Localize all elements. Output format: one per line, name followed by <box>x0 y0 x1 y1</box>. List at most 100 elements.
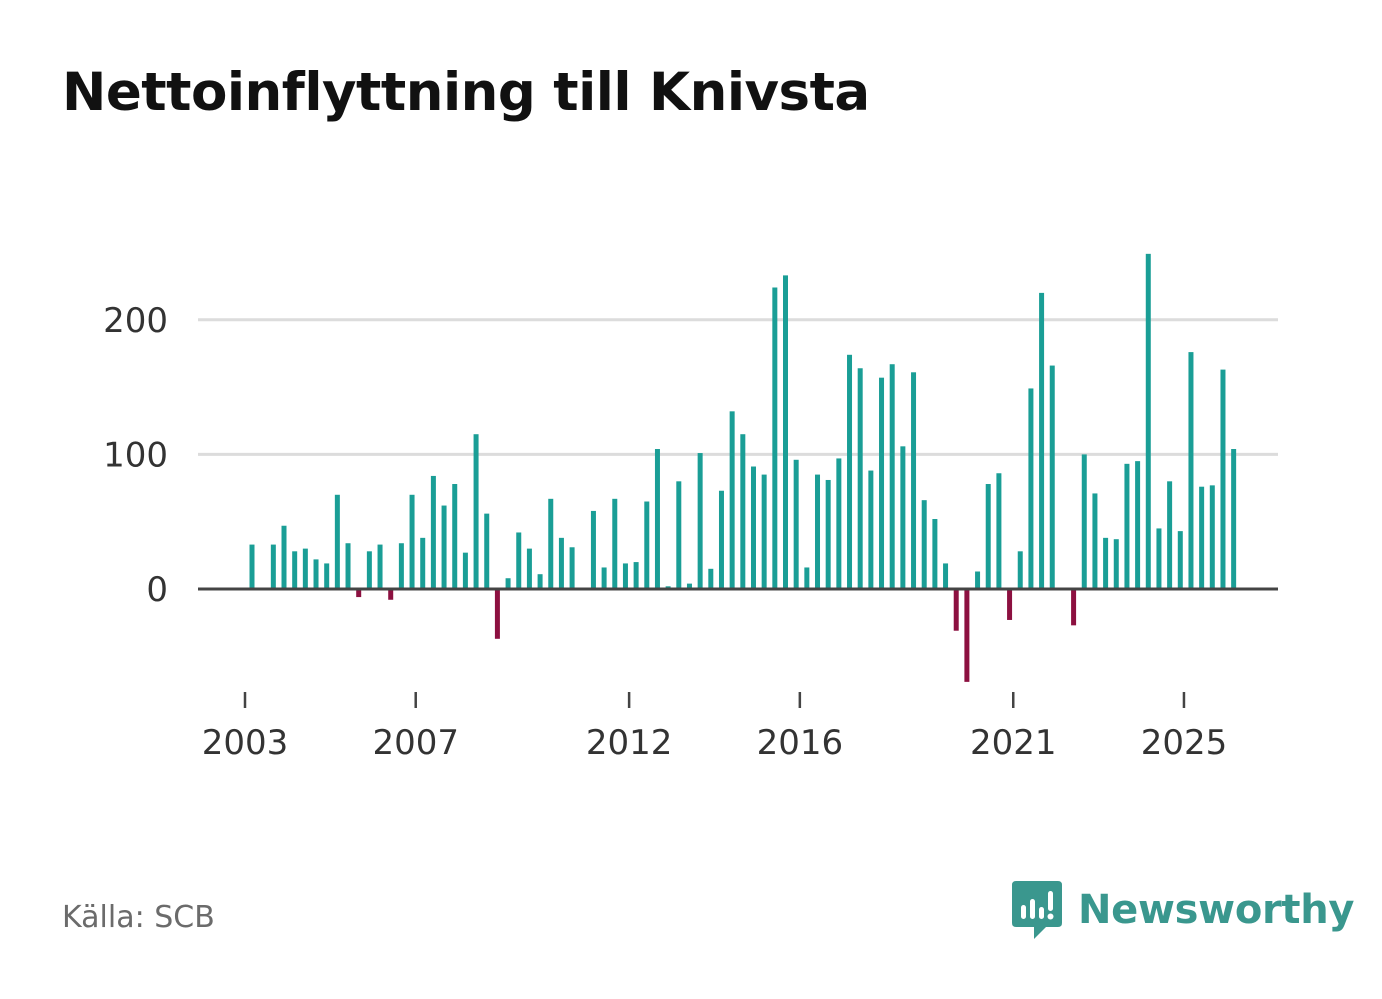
bar <box>590 510 596 589</box>
bar <box>302 548 308 589</box>
y-tick-label: 100 <box>103 435 168 475</box>
bar <box>1113 539 1119 589</box>
bar <box>366 551 372 589</box>
bar <box>1081 454 1087 589</box>
bar <box>494 589 500 639</box>
chart-title: Nettoinflyttning till Knivsta <box>62 62 870 123</box>
bar <box>943 563 949 589</box>
bar <box>750 466 756 589</box>
bar <box>836 458 842 589</box>
bar <box>388 589 394 600</box>
bar <box>847 354 853 589</box>
bar <box>729 411 735 589</box>
bar <box>783 275 788 589</box>
bar <box>313 559 319 589</box>
bar <box>505 578 511 589</box>
bar <box>356 589 362 598</box>
bar <box>473 434 479 589</box>
bar <box>1167 481 1173 589</box>
bar <box>1092 493 1098 589</box>
bar <box>324 563 330 589</box>
x-tick-label: 2003 <box>202 723 289 763</box>
brand-name: Newsworthy <box>1078 887 1355 933</box>
bar <box>1145 253 1151 589</box>
bar <box>985 484 991 589</box>
x-tick-label: 2025 <box>1141 723 1228 763</box>
bar <box>654 449 660 589</box>
bar <box>1177 531 1183 589</box>
bar <box>249 544 255 589</box>
bar <box>345 543 351 589</box>
x-tick-label: 2016 <box>757 723 844 763</box>
bar <box>793 459 799 589</box>
bar <box>548 498 554 589</box>
bar <box>569 547 575 589</box>
bar <box>996 473 1002 589</box>
bar <box>772 287 778 589</box>
bar <box>857 368 863 589</box>
bar <box>1135 461 1141 589</box>
bar <box>526 548 532 589</box>
bar <box>718 490 724 589</box>
bar <box>484 513 490 589</box>
bar <box>1199 486 1205 589</box>
bar <box>964 589 970 682</box>
bar <box>452 484 458 589</box>
bar <box>601 567 607 589</box>
bar <box>1156 528 1162 589</box>
bar <box>953 589 959 631</box>
bar <box>1007 589 1013 620</box>
bar <box>1231 449 1237 589</box>
bar <box>398 543 404 589</box>
bar <box>270 544 276 589</box>
y-tick-label: 200 <box>103 301 168 341</box>
axes: 0 100 200 2003 2007 2012 2016 2021 2025 <box>103 301 1278 763</box>
bar <box>420 537 426 589</box>
x-tick-label: 2021 <box>970 723 1057 763</box>
bar <box>612 498 618 589</box>
bar <box>1017 551 1023 589</box>
bar <box>1124 463 1130 589</box>
y-tick-label: 0 <box>146 570 168 610</box>
bar <box>879 377 885 589</box>
newsworthy-logo-icon <box>1012 881 1062 939</box>
bar <box>708 568 714 589</box>
bar <box>975 571 981 589</box>
bar <box>900 446 906 589</box>
bar <box>868 470 874 589</box>
bar <box>292 551 298 589</box>
bar <box>1220 369 1226 589</box>
bar <box>1071 589 1077 626</box>
source-note: Källa: SCB <box>62 900 215 935</box>
bar <box>377 544 383 589</box>
bar <box>911 372 917 589</box>
bar <box>932 519 938 589</box>
bar <box>633 562 639 589</box>
bar <box>676 481 682 589</box>
newsworthy-logo: Newsworthy <box>1010 878 1355 942</box>
bar <box>815 474 821 589</box>
bar <box>825 479 831 589</box>
bar <box>761 474 767 589</box>
bar <box>686 583 692 589</box>
bar <box>1049 365 1055 589</box>
bar <box>921 500 927 589</box>
bar <box>889 364 895 589</box>
bar <box>334 494 340 589</box>
bar <box>622 563 628 589</box>
bar <box>281 525 287 589</box>
gridlines <box>198 318 1278 456</box>
bar <box>804 567 810 589</box>
bar <box>1103 537 1109 589</box>
bar-chart: 0 100 200 2003 2007 2012 2016 2021 2025 <box>103 253 1278 763</box>
bars <box>249 253 1237 682</box>
bar <box>644 501 650 589</box>
x-tick-label: 2007 <box>372 723 459 763</box>
bar <box>462 552 468 589</box>
bar <box>537 574 543 589</box>
bar <box>1039 292 1045 589</box>
bar <box>409 494 415 589</box>
bar <box>430 475 436 589</box>
bar <box>740 434 746 589</box>
bar <box>1209 485 1215 589</box>
